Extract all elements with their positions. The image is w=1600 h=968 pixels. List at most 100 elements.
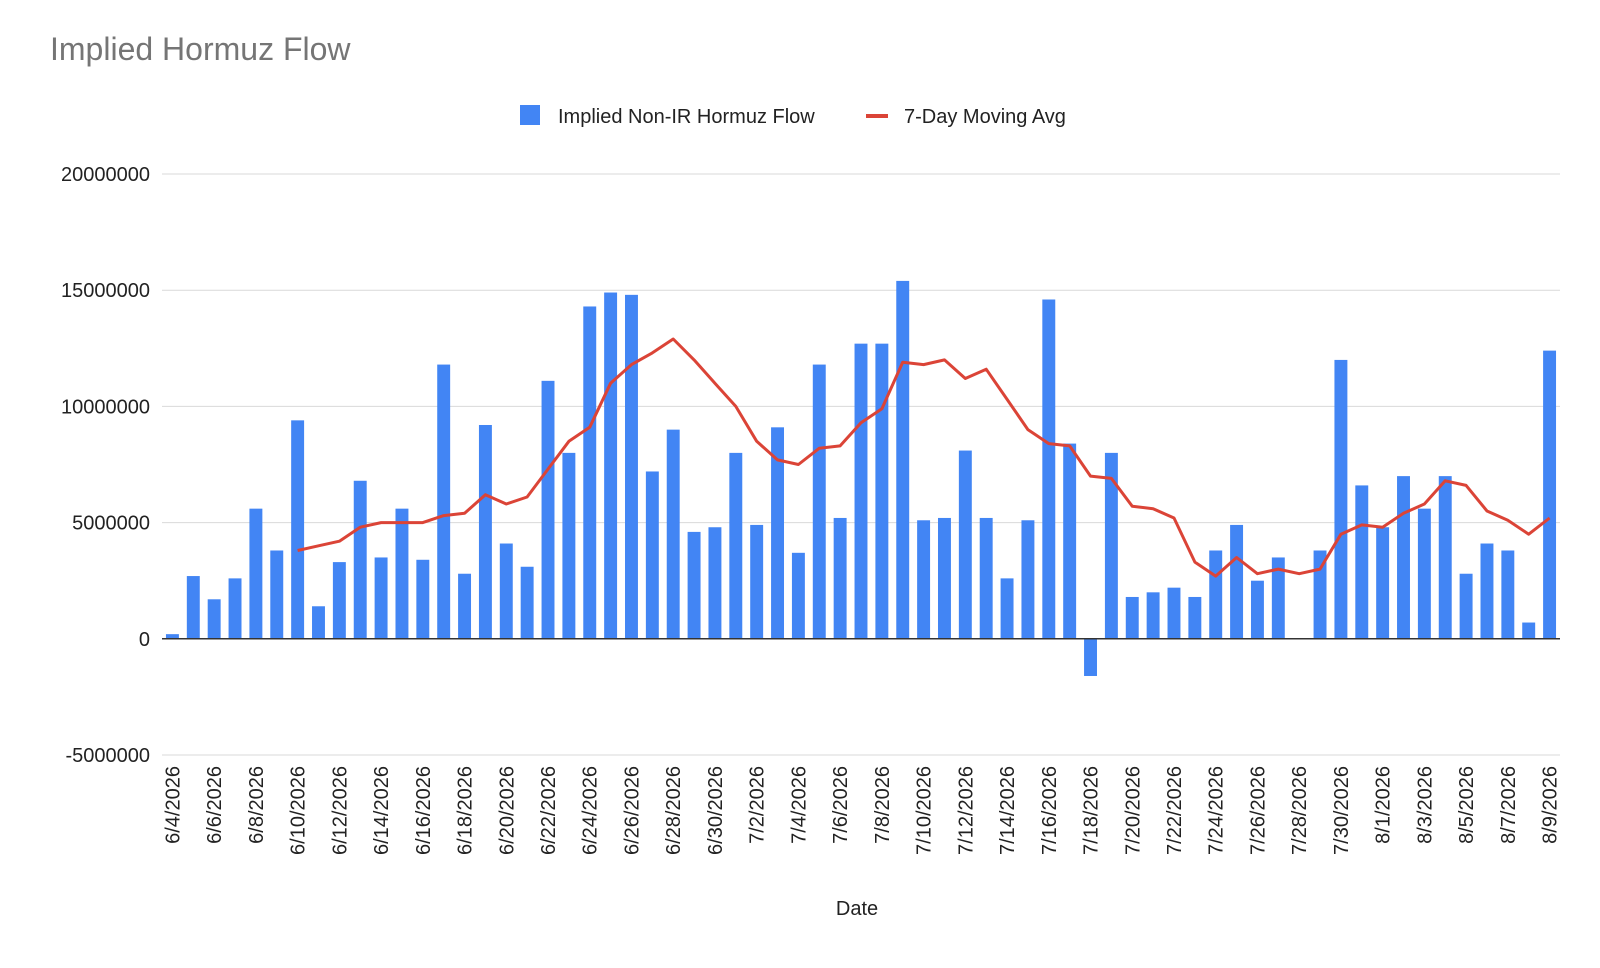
x-tick-label: 7/8/2026 [872,766,894,844]
x-tick-label: 7/26/2026 [1247,766,1269,855]
bar [562,452,576,639]
x-tick-label: 6/30/2026 [705,766,727,855]
x-tick-label: 6/20/2026 [496,766,518,855]
x-tick-label: 7/18/2026 [1081,766,1103,855]
bar [1543,350,1557,639]
legend-label-line: 7-Day Moving Avg [904,106,1066,128]
bar [1501,550,1515,639]
bar [1313,550,1327,639]
x-tick-label: 7/14/2026 [997,766,1019,855]
moving-average-series [297,337,1551,578]
bar [917,520,931,639]
bar [687,531,701,639]
bar [583,306,597,639]
x-tick-label: 7/28/2026 [1289,766,1311,855]
x-tick-label: 7/22/2026 [1164,766,1186,855]
legend-label-bars: Implied Non-IR Hormuz Flow [558,106,815,128]
moving-average-line [297,337,1551,578]
x-tick-label: 7/6/2026 [830,766,852,844]
x-tick-label: 8/5/2026 [1456,766,1478,844]
bar [1459,573,1473,639]
bar [604,292,618,639]
bar [1084,638,1097,676]
bar [395,508,409,639]
bar [1230,524,1244,639]
x-tick-label: 6/8/2026 [246,766,268,844]
bar [1042,299,1056,639]
bar [312,606,325,639]
bar [1271,557,1285,639]
x-tick-label: 6/14/2026 [371,766,393,855]
x-tick-label: 8/7/2026 [1498,766,1520,844]
bar [666,429,680,639]
x-tick-label: 7/4/2026 [788,766,810,844]
x-tick-label: 6/6/2026 [204,766,226,844]
y-tick-label: 0 [139,629,150,651]
bar [1438,476,1452,639]
bar [437,364,451,639]
bar [937,517,951,639]
x-tick-label: 6/24/2026 [580,766,602,855]
bar [833,517,847,639]
x-tick-label: 8/3/2026 [1414,766,1436,844]
bar [1334,359,1348,639]
bar [332,562,346,639]
bar [165,634,179,639]
bar [249,508,263,639]
y-tick-label: 10000000 [61,396,150,418]
bar [1355,485,1369,639]
bar [1250,580,1264,639]
bar [1021,520,1035,639]
bar [625,294,638,639]
bar [186,576,200,639]
bar [1146,592,1160,639]
bar [958,450,972,639]
bar [499,543,513,639]
bar [1480,543,1494,639]
bar [1417,508,1431,639]
bar [1397,476,1410,639]
bar [478,424,492,639]
bar [1188,596,1202,639]
x-tick-label: 8/9/2026 [1540,766,1562,844]
bar [979,517,993,639]
bar [729,452,743,639]
x-tick-label: 6/26/2026 [621,766,643,855]
bar [771,427,785,639]
x-axis-label: Date [836,898,878,920]
y-axis: 20000000 15000000 10000000 5000000 0 -5000000 [61,164,150,767]
x-tick-label: 7/24/2026 [1206,766,1228,855]
legend: Implied Non-IR Hormuz Flow 7-Day Moving … [520,105,1066,128]
bar [1063,443,1077,639]
bar [541,380,555,639]
x-tick-label: 6/18/2026 [455,766,477,855]
bar [1000,578,1014,639]
x-tick-label: 7/2/2026 [747,766,769,844]
x-tick-label: 8/1/2026 [1373,766,1395,844]
bar [270,550,284,639]
x-tick-label: 7/20/2026 [1122,766,1144,855]
bar-series [165,280,1557,676]
bar [1167,587,1181,639]
bar [291,420,305,639]
x-tick-label: 6/28/2026 [663,766,685,855]
bar [1376,527,1390,639]
bar [750,524,764,639]
x-tick-label: 7/10/2026 [914,766,936,855]
bar [374,557,388,639]
bar [854,343,868,639]
bar [353,480,367,639]
legend-swatch-line [866,114,888,118]
x-axis: 6/4/2026 6/6/2026 6/8/2026 6/10/2026 6/12/20… [162,766,1561,855]
bar [812,364,826,639]
bar [791,552,805,639]
x-tick-label: 7/30/2026 [1331,766,1353,855]
bar [896,280,910,639]
bar [228,578,242,639]
bar [416,559,430,639]
bar [1209,550,1223,639]
x-tick-label: 6/4/2026 [162,766,184,844]
y-tick-label: 20000000 [61,164,150,186]
bar [875,343,889,639]
